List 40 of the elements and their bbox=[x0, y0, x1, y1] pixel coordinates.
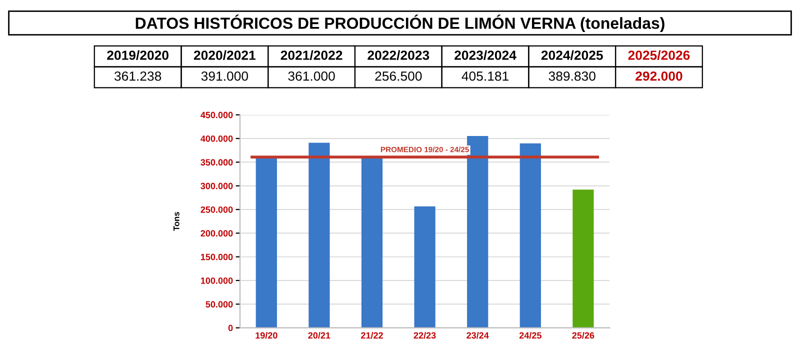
text: 2021/2022 bbox=[280, 50, 342, 60]
text: 405.181 bbox=[462, 71, 508, 81]
text: 391.000 bbox=[201, 71, 248, 81]
y-tick-label: 200.000 bbox=[200, 230, 233, 237]
x-tick-label: 23/24 bbox=[466, 332, 489, 339]
bar bbox=[414, 206, 436, 328]
text: 2024/2025 bbox=[541, 50, 603, 60]
y-tick-label: 300.000 bbox=[200, 182, 233, 190]
y-tick-label: 350.000 bbox=[200, 159, 233, 166]
x-tick-label: 24/25 bbox=[519, 332, 542, 339]
x-tick-label: 19/20 bbox=[256, 332, 278, 339]
bar bbox=[467, 136, 488, 328]
y-tick-label: 0 bbox=[228, 324, 233, 332]
bar bbox=[256, 156, 277, 328]
y-tick-label: 450.000 bbox=[200, 112, 233, 118]
text: 2022/2023 bbox=[368, 50, 430, 60]
bar bbox=[572, 190, 594, 328]
x-tick-label: 21/22 bbox=[361, 332, 383, 339]
text: 2025/2026 bbox=[628, 50, 690, 60]
y-axis-title: Tons bbox=[174, 212, 180, 231]
x-tick-label: 20/21 bbox=[308, 332, 330, 339]
text: 292.000 bbox=[636, 71, 682, 81]
text: 2023/2024 bbox=[454, 50, 516, 60]
x-tick-label: 22/23 bbox=[414, 332, 436, 339]
bar bbox=[520, 143, 541, 328]
y-tick-label: 150.000 bbox=[200, 254, 233, 260]
bar bbox=[308, 142, 330, 328]
text: 2019/2020 bbox=[107, 50, 168, 60]
x-tick-label: 25/26 bbox=[572, 332, 594, 339]
y-tick-label: 50.000 bbox=[206, 301, 233, 308]
y-tick-label: 400.000 bbox=[200, 135, 233, 142]
text: 389.830 bbox=[548, 71, 596, 81]
text: 2020/2021 bbox=[194, 50, 256, 60]
text: 361.000 bbox=[288, 71, 335, 81]
chart-title: DATOS HISTÓRICOS DE PRODUCCIÓN DE LIMÓN VERNA (toneladas) bbox=[136, 14, 664, 32]
bar bbox=[361, 156, 383, 328]
y-tick-label: 250.000 bbox=[200, 206, 233, 213]
text: 256.500 bbox=[375, 71, 422, 81]
y-tick-label: 100.000 bbox=[200, 277, 233, 284]
text: 361.238 bbox=[114, 71, 162, 81]
